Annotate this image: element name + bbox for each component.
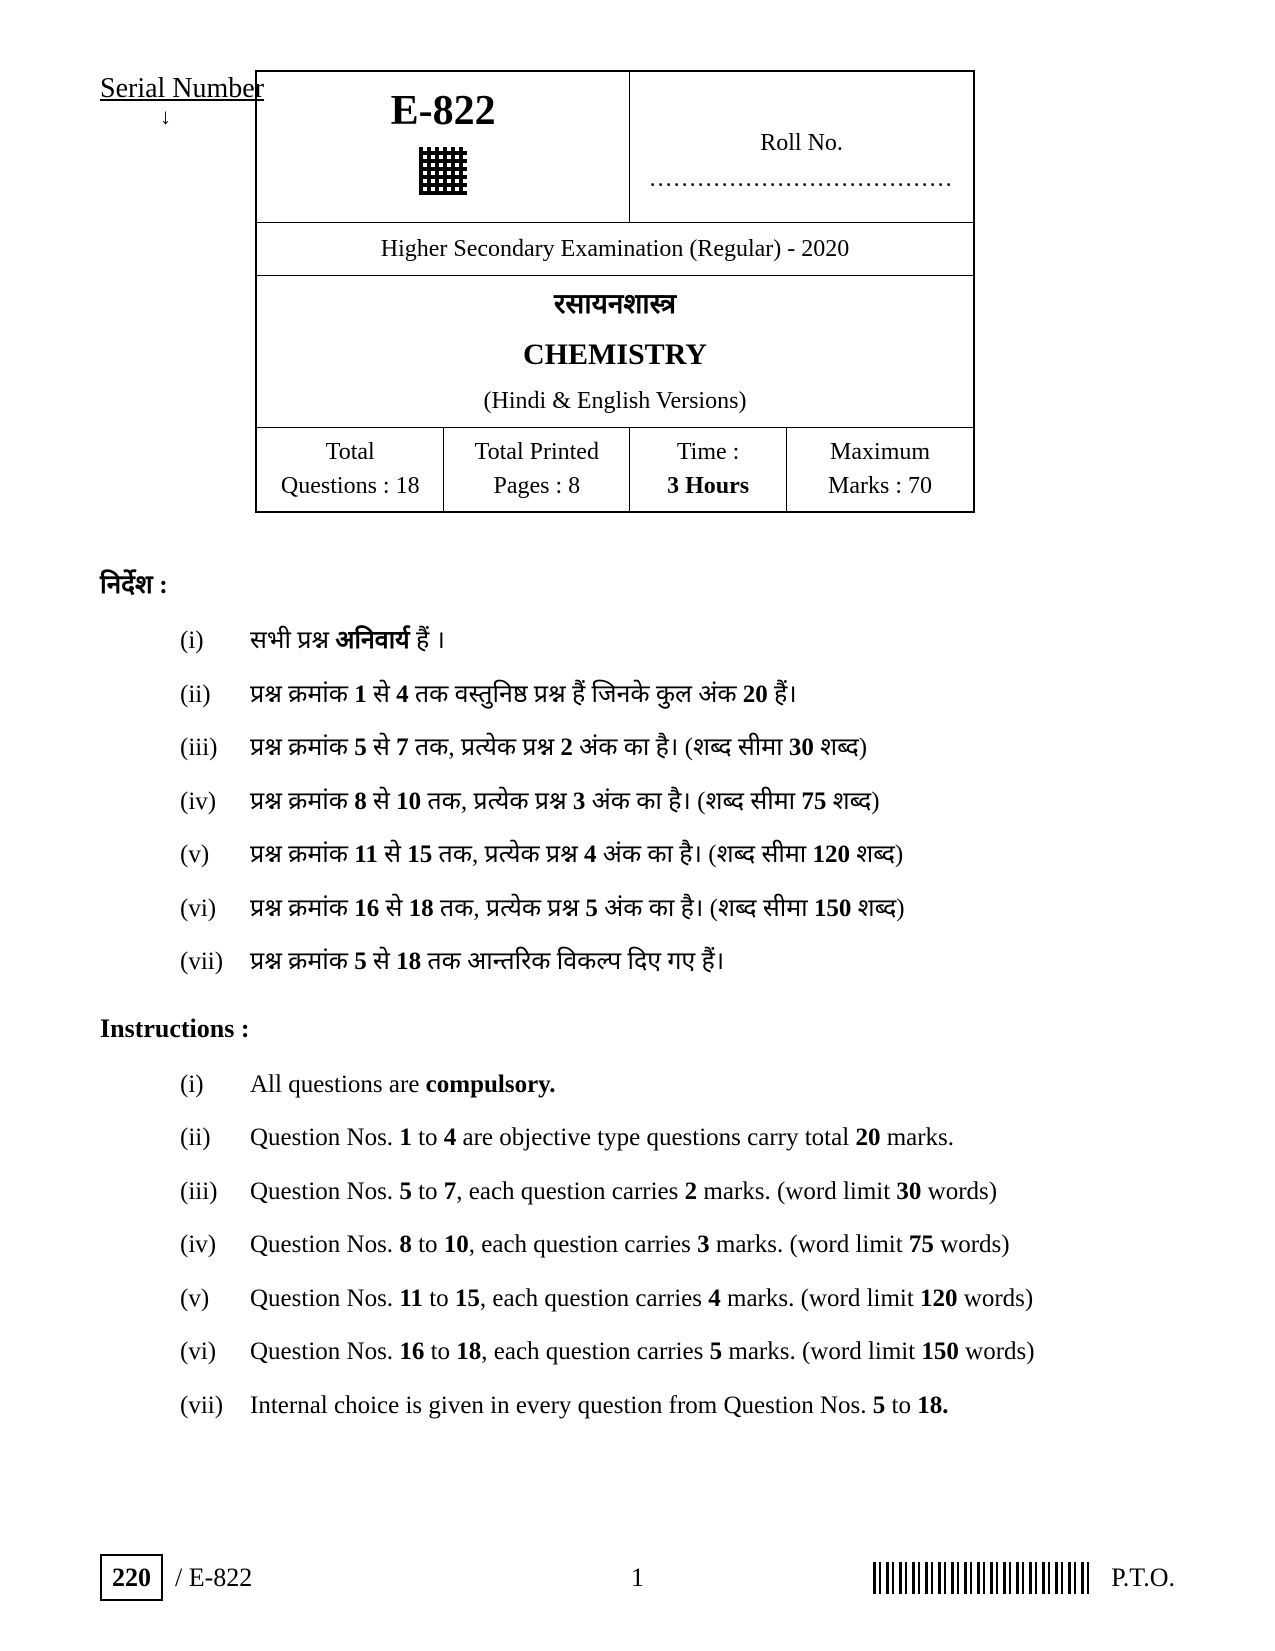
instruction-item: (iv)प्रश्न क्रमांक 8 से 10 तक, प्रत्येक … (180, 783, 1175, 821)
instruction-number: (vii) (180, 943, 250, 981)
instruction-text: Question Nos. 11 to 15, each question ca… (250, 1280, 1175, 1318)
total-pages-label: Total Printed (458, 436, 615, 470)
footer-page-number: 1 (631, 1558, 644, 1597)
instruction-number: (iv) (180, 783, 250, 821)
instruction-text: प्रश्न क्रमांक 5 से 7 तक, प्रत्येक प्रश्… (250, 729, 1175, 767)
total-questions-value: Questions : 18 (271, 470, 429, 504)
instruction-item: (i)All questions are compulsory. (180, 1066, 1175, 1104)
instruction-number: (ii) (180, 1119, 250, 1157)
rollno-label: Roll No. (760, 130, 843, 156)
instruction-number: (iv) (180, 1226, 250, 1264)
instruction-item: (ii)Question Nos. 1 to 4 are objective t… (180, 1119, 1175, 1157)
instruction-number: (iii) (180, 729, 250, 767)
instruction-number: (v) (180, 836, 250, 874)
time-label: Time : (644, 436, 772, 470)
barcode-icon (873, 1562, 1093, 1594)
instruction-item: (ii)प्रश्न क्रमांक 1 से 4 तक वस्तुनिष्ठ … (180, 676, 1175, 714)
english-instructions-heading: Instructions : (100, 1009, 1175, 1048)
instruction-number: (i) (180, 1066, 250, 1104)
instruction-text: Question Nos. 5 to 7, each question carr… (250, 1173, 1175, 1211)
total-pages-value: Pages : 8 (458, 470, 615, 504)
max-marks-label: Maximum (801, 436, 959, 470)
instruction-item: (iii)Question Nos. 5 to 7, each question… (180, 1173, 1175, 1211)
subject-hindi: रसायनशास्त्र (271, 284, 959, 326)
instruction-item: (vi)प्रश्न क्रमांक 16 से 18 तक, प्रत्येक… (180, 890, 1175, 928)
instruction-number: (vi) (180, 1333, 250, 1371)
rollno-dots: ...................................... (650, 166, 954, 192)
instruction-number: (v) (180, 1280, 250, 1318)
instruction-item: (i)सभी प्रश्न अनिवार्य हैं । (180, 622, 1175, 660)
exam-title: Higher Secondary Examination (Regular) -… (256, 223, 974, 276)
down-arrow-icon: ↓ (160, 100, 171, 133)
page-footer: 220 / E-822 1 P.T.O. (100, 1554, 1175, 1601)
instruction-text: प्रश्न क्रमांक 16 से 18 तक, प्रत्येक प्र… (250, 890, 1175, 928)
instruction-item: (iv)Question Nos. 8 to 10, each question… (180, 1226, 1175, 1264)
instruction-number: (vi) (180, 890, 250, 928)
instruction-number: (ii) (180, 676, 250, 714)
max-marks-value: Marks : 70 (801, 470, 959, 504)
instruction-item: (v)प्रश्न क्रमांक 11 से 15 तक, प्रत्येक … (180, 836, 1175, 874)
instruction-text: Question Nos. 16 to 18, each question ca… (250, 1333, 1175, 1371)
instruction-text: Internal choice is given in every questi… (250, 1387, 1175, 1425)
instruction-item: (vii)प्रश्न क्रमांक 5 से 18 तक आन्तरिक व… (180, 943, 1175, 981)
hindi-instructions-list: (i)सभी प्रश्न अनिवार्य हैं ।(ii)प्रश्न क… (100, 622, 1175, 981)
pto-label: P.T.O. (1111, 1558, 1175, 1597)
english-instructions-list: (i)All questions are compulsory.(ii)Ques… (100, 1066, 1175, 1425)
instruction-item: (v)Question Nos. 11 to 15, each question… (180, 1280, 1175, 1318)
hindi-instructions-heading: निर्देश : (100, 565, 1175, 604)
subject-english: CHEMISTRY (271, 332, 959, 377)
footer-paper-code: / E-822 (175, 1558, 252, 1597)
instruction-text: प्रश्न क्रमांक 11 से 15 तक, प्रत्येक प्र… (250, 836, 1175, 874)
header-table: E-822 Roll No. .........................… (255, 70, 975, 513)
footer-box-number: 220 (100, 1554, 163, 1601)
instruction-text: प्रश्न क्रमांक 5 से 18 तक आन्तरिक विकल्प… (250, 943, 1175, 981)
instruction-number: (i) (180, 622, 250, 660)
time-value: 3 Hours (644, 470, 772, 504)
instruction-item: (vii)Internal choice is given in every q… (180, 1387, 1175, 1425)
instruction-text: प्रश्न क्रमांक 8 से 10 तक, प्रत्येक प्रश… (250, 783, 1175, 821)
serial-number-label: Serial Number (100, 68, 264, 110)
instruction-text: All questions are compulsory. (250, 1066, 1175, 1104)
qr-code-icon (419, 147, 467, 195)
instruction-text: Question Nos. 1 to 4 are objective type … (250, 1119, 1175, 1157)
instruction-item: (vi)Question Nos. 16 to 18, each questio… (180, 1333, 1175, 1371)
instruction-item: (iii)प्रश्न क्रमांक 5 से 7 तक, प्रत्येक … (180, 729, 1175, 767)
versions-label: (Hindi & English Versions) (271, 383, 959, 419)
instruction-text: प्रश्न क्रमांक 1 से 4 तक वस्तुनिष्ठ प्रश… (250, 676, 1175, 714)
instruction-number: (vii) (180, 1387, 250, 1425)
instruction-text: सभी प्रश्न अनिवार्य हैं । (250, 622, 1175, 660)
total-questions-label: Total (271, 436, 429, 470)
paper-code: E-822 (271, 80, 615, 143)
instruction-number: (iii) (180, 1173, 250, 1211)
instruction-text: Question Nos. 8 to 10, each question car… (250, 1226, 1175, 1264)
